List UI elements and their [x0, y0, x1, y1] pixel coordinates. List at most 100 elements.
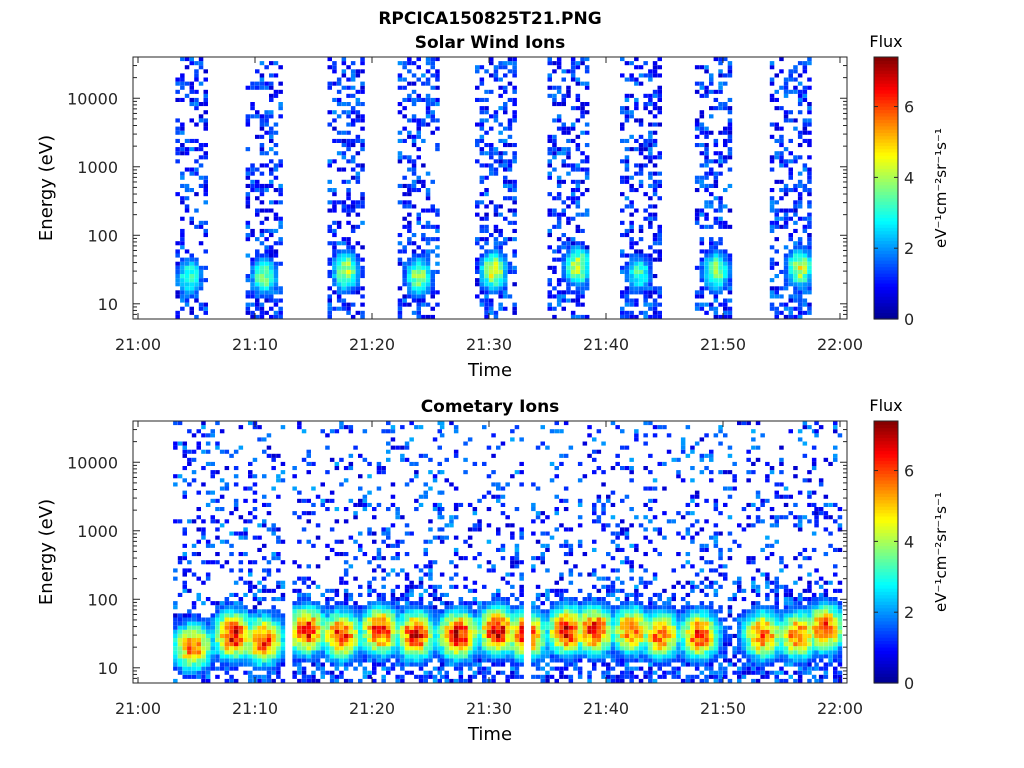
heatmap-cell: [203, 179, 208, 184]
heatmap-cell: [547, 302, 552, 307]
heatmap-cell: [503, 253, 508, 258]
heatmap-cell: [425, 208, 431, 213]
heatmap-cell: [238, 445, 244, 450]
heatmap-cell: [269, 130, 274, 135]
heatmap-cell: [311, 633, 316, 638]
heatmap-cell: [409, 625, 414, 630]
heatmap-cell: [327, 302, 332, 307]
heatmap-cell: [592, 449, 597, 454]
heatmap-cell: [306, 617, 311, 622]
heatmap-cell: [807, 220, 812, 225]
heatmap-cell: [191, 642, 197, 647]
heatmap-cell: [269, 290, 274, 295]
heatmap-cell: [727, 269, 733, 274]
heatmap-cell: [343, 633, 349, 638]
heatmap-cell: [201, 629, 206, 634]
heatmap-cell: [718, 73, 723, 78]
heatmap-cell: [503, 306, 508, 311]
heatmap-cell: [797, 81, 803, 86]
heatmap-cell: [238, 654, 244, 659]
heatmap-cell: [250, 102, 255, 107]
heatmap-cell: [259, 85, 265, 90]
heatmap-cell: [634, 278, 639, 283]
heatmap-cell: [292, 621, 297, 626]
heatmap-cell: [280, 654, 286, 659]
heatmap-cell: [252, 609, 258, 614]
heatmap-cell: [727, 106, 733, 111]
heatmap-cell: [568, 613, 574, 618]
heatmap-cell: [416, 97, 421, 102]
heatmap-cell: [484, 282, 489, 287]
heatmap-cell: [339, 482, 344, 487]
heatmap-cell: [570, 200, 576, 205]
heatmap-cell: [709, 286, 714, 291]
heatmap-cell: [334, 609, 340, 614]
heatmap-cell: [238, 535, 244, 540]
heatmap-cell: [248, 629, 253, 634]
heatmap-cell: [793, 290, 798, 295]
heatmap-cell: [444, 678, 449, 683]
heatmap-cell: [439, 674, 445, 679]
heatmap-cell: [500, 609, 506, 614]
heatmap-cell: [643, 73, 648, 78]
heatmap-cell: [301, 592, 307, 597]
heatmap-cell: [802, 69, 808, 74]
heatmap-cell: [554, 527, 559, 532]
heatmap-cell: [491, 453, 496, 458]
colorbar-segment: [874, 102, 898, 107]
heatmap-cell: [549, 650, 555, 655]
heatmap-cell: [301, 597, 307, 602]
heatmap-cell: [577, 654, 583, 659]
heatmap-cell: [341, 290, 347, 295]
heatmap-cell: [390, 666, 396, 671]
heatmap-cell: [484, 290, 489, 295]
heatmap-cell: [449, 560, 454, 565]
heatmap-cell: [472, 511, 478, 516]
heatmap-cell: [507, 143, 513, 148]
heatmap-cell: [271, 629, 276, 634]
heatmap-cell: [482, 494, 487, 499]
heatmap-cell: [493, 77, 499, 82]
heatmap-cell: [561, 122, 566, 127]
heatmap-cell: [699, 130, 705, 135]
heatmap-cell: [484, 163, 489, 168]
heatmap-cell: [489, 278, 494, 283]
heatmap-cell: [453, 666, 459, 671]
heatmap-cell: [414, 605, 419, 610]
heatmap-cell: [556, 61, 562, 66]
heatmap-cell: [423, 625, 428, 630]
heatmap-cell: [503, 65, 508, 70]
heatmap-cell: [458, 601, 464, 606]
heatmap-cell: [472, 625, 478, 630]
heatmap-cell: [386, 666, 391, 671]
chart-title-cometary: Cometary Ions: [421, 397, 560, 417]
heatmap-cell: [620, 249, 625, 254]
colorbar-segment: [874, 188, 898, 192]
heatmap-cell: [243, 621, 248, 626]
heatmap-cell: [624, 196, 630, 201]
heatmap-cell: [400, 592, 405, 597]
heatmap-cell: [271, 466, 276, 471]
heatmap-cell: [175, 241, 180, 246]
heatmap-cell: [252, 654, 258, 659]
heatmap-cell: [332, 257, 337, 262]
heatmap-cell: [205, 617, 211, 622]
heatmap-cell: [512, 265, 517, 270]
heatmap-cell: [311, 502, 316, 507]
heatmap-cell: [507, 261, 513, 266]
heatmap-cell: [563, 597, 569, 602]
heatmap-cell: [194, 69, 199, 74]
heatmap-cell: [250, 269, 255, 274]
heatmap-cell: [559, 498, 564, 503]
heatmap-cell: [329, 547, 335, 552]
heatmap-cell: [414, 633, 419, 638]
heatmap-cell: [189, 261, 194, 266]
heatmap-cell: [269, 274, 274, 279]
heatmap-cell: [425, 237, 431, 242]
heatmap-cell: [624, 265, 630, 270]
heatmap-cell: [807, 261, 812, 266]
heatmap-cell: [453, 564, 459, 569]
heatmap-cell: [381, 609, 386, 614]
heatmap-cell: [372, 621, 377, 626]
heatmap-cell: [694, 216, 700, 221]
